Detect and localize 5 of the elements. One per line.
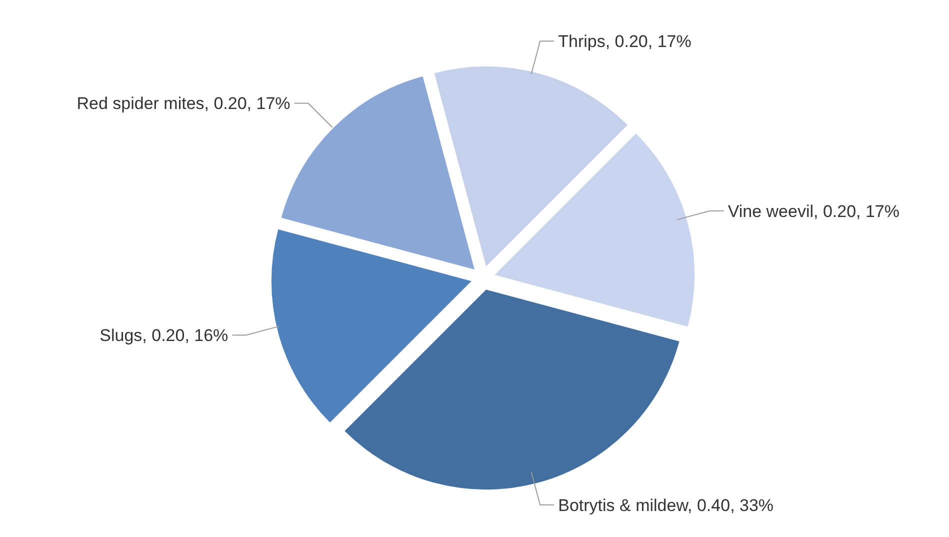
slice-label: Slugs, 0.20, 16% [100, 326, 228, 346]
slice-label: Botrytis & mildew, 0.40, 33% [558, 496, 774, 515]
slice-label: Thrips, 0.20, 17% [558, 32, 692, 52]
slice-label: Red spider mites, 0.20, 17% [76, 94, 290, 114]
slice-label: Vine weevil, 0.20, 17% [728, 202, 900, 221]
